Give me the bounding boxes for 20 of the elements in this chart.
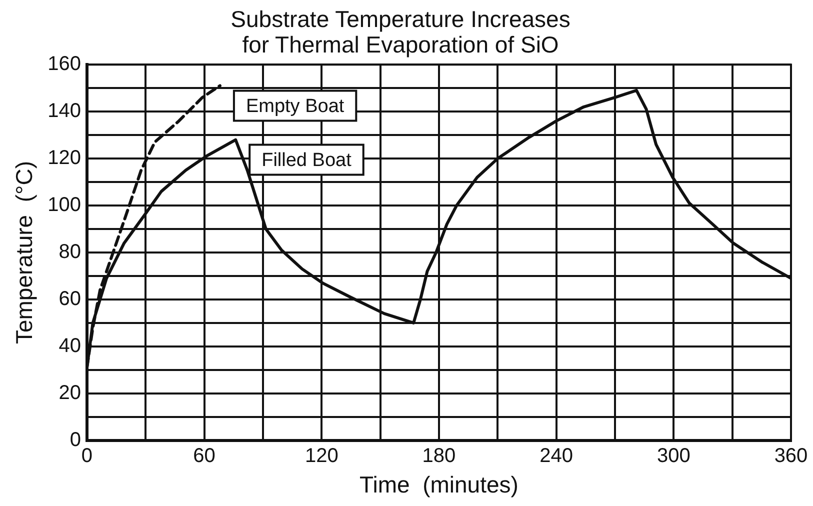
x-axis-title: Time (minutes) — [360, 472, 518, 498]
y-tick-label: 60 — [58, 288, 81, 310]
x-tick-label: 300 — [656, 444, 690, 467]
x-tick-label: 120 — [304, 444, 338, 467]
y-tick-label: 160 — [48, 53, 81, 76]
x-tick-label: 60 — [193, 444, 216, 467]
y-axis-title: Temperature (°C) — [11, 160, 38, 344]
chart-title: Substrate Temperature Increases for Thermal Evaporation of SiO — [230, 6, 570, 58]
y-tick-label: 40 — [58, 334, 81, 357]
series-label: Empty Boat — [246, 96, 345, 117]
y-tick-label: 100 — [48, 194, 81, 216]
x-tick-label: 360 — [774, 444, 808, 467]
y-tick-label: 140 — [48, 100, 81, 122]
x-tick-label: 180 — [422, 444, 456, 467]
y-tick-label: 0 — [70, 428, 81, 451]
x-tick-label: 240 — [540, 444, 574, 467]
y-tick-label: 80 — [58, 241, 81, 264]
y-tick-label: 20 — [58, 382, 81, 404]
y-tick-label: 120 — [48, 147, 81, 170]
series-label: Filled Boat — [262, 150, 352, 171]
